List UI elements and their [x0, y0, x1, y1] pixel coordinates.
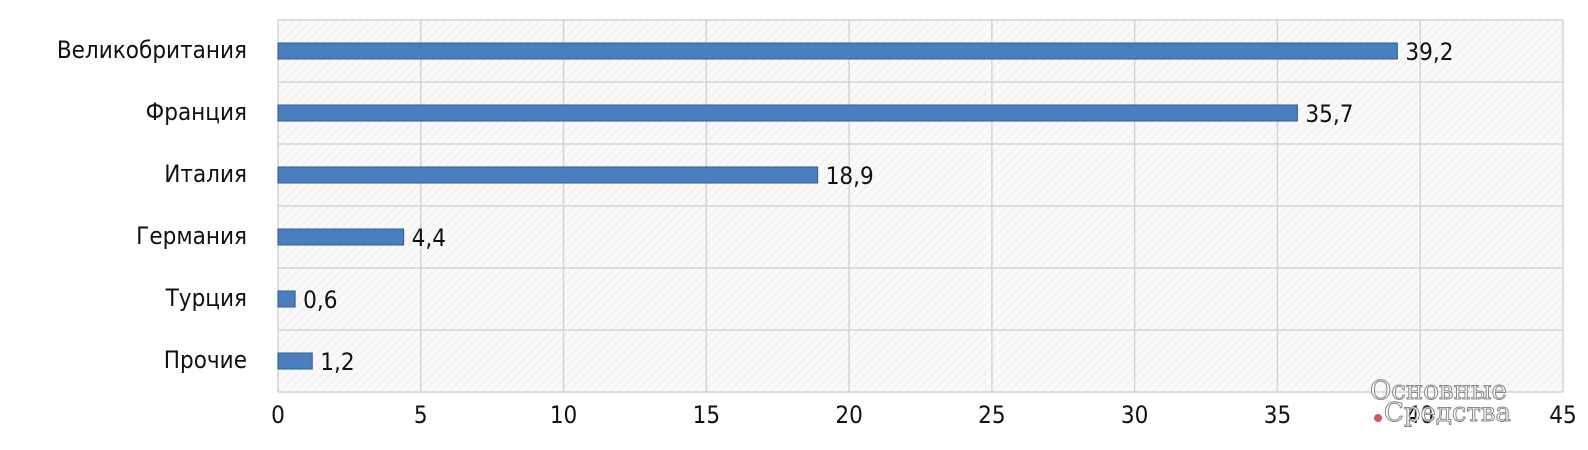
value-label: 4,4: [412, 224, 446, 252]
x-tick-label: 10: [550, 401, 577, 429]
x-tick-label: 30: [1121, 401, 1148, 429]
bar: [277, 166, 819, 184]
value-label: 0,6: [303, 286, 337, 314]
y-tick-label: Великобритания: [57, 36, 247, 64]
y-tick-label: Турция: [165, 284, 247, 312]
value-label: 1,2: [320, 348, 354, 376]
bar: [277, 228, 405, 246]
watermark: Средства: [1384, 398, 1511, 428]
x-tick-label: 25: [978, 401, 1005, 429]
x-tick-label: 0: [271, 401, 285, 429]
x-tick-label: 20: [835, 401, 862, 429]
y-tick-label: Германия: [136, 222, 247, 250]
bar: [277, 42, 1398, 60]
watermark-dot: [1374, 414, 1382, 422]
value-label: 18,9: [826, 162, 874, 190]
y-tick-label: Италия: [164, 160, 247, 188]
value-label: 39,2: [1405, 38, 1453, 66]
bar: [277, 352, 313, 370]
watermark: Основные: [1370, 376, 1507, 406]
x-tick-label: 5: [414, 401, 428, 429]
x-tick-label: 35: [1264, 401, 1291, 429]
bar: [277, 290, 296, 308]
x-tick-label: 15: [693, 401, 720, 429]
y-tick-label: Прочие: [164, 346, 247, 374]
bar: [277, 104, 1298, 122]
x-tick-label: 45: [1549, 401, 1576, 429]
y-tick-label: Франция: [146, 98, 247, 126]
x-tick-label: 40: [1406, 401, 1433, 429]
value-label: 35,7: [1305, 100, 1353, 128]
